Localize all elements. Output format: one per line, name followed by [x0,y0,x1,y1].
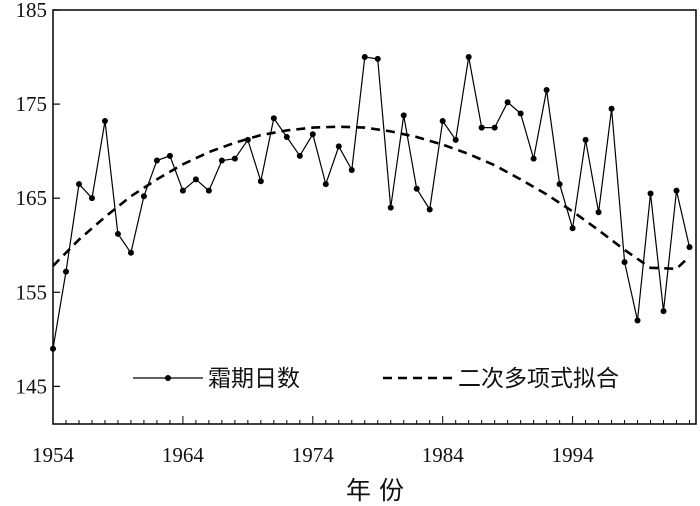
data-point [465,54,472,61]
legend-label-observed: 霜期日数 [208,366,300,392]
data-point [283,134,290,141]
data-point [582,136,589,143]
legend: 霜期日数 二次多项式拟合 [133,366,619,392]
data-point [491,124,498,131]
x-tick-label: 1984 [422,443,465,467]
data-point [257,178,264,185]
data-point [244,136,251,143]
series-line-fit [52,125,691,271]
data-point [348,166,355,173]
data-point [686,244,693,251]
data-point [179,187,186,194]
data-point [452,136,459,143]
data-point [192,176,199,183]
data-point [621,259,628,266]
x-tick-label: 1964 [162,443,205,467]
x-axis: 1954 1964 1974 1984 1994 [32,416,691,467]
series-line-observed [52,56,691,349]
plot-frame [52,9,697,425]
data-point [413,185,420,192]
x-tick-label: 1974 [292,443,335,467]
data-point [439,118,446,125]
data-point [361,54,368,61]
data-point [543,86,550,93]
data-point [218,157,225,164]
data-point [660,308,667,315]
data-point [270,115,277,122]
data-point [387,204,394,211]
y-tick-label: 145 [16,374,48,398]
data-point [153,157,160,164]
data-point [504,99,511,106]
y-tick-label: 175 [16,92,48,116]
y-tick-label: 185 [16,0,48,22]
data-point [231,155,238,162]
data-point [296,152,303,159]
data-point [556,181,563,188]
data-point [517,110,524,117]
data-point [75,181,82,188]
data-point [101,118,108,125]
data-point [335,143,342,150]
x-axis-title: 年 份 [346,476,404,505]
data-point [166,152,173,159]
data-point [309,131,316,138]
data-point [50,345,56,352]
data-point [595,209,602,216]
x-tick-label: 1994 [552,443,595,467]
legend-label-fit: 二次多项式拟合 [458,366,619,392]
data-point [400,112,407,119]
data-point [88,195,95,202]
data-point [205,187,212,194]
data-point [426,206,433,213]
data-point [673,187,680,194]
data-point [634,317,641,324]
x-tick-label: 1954 [32,443,75,467]
legend-marker-observed [165,375,171,381]
data-point [478,124,485,131]
y-tick-label: 155 [16,280,48,304]
data-point [62,268,69,275]
y-tick-label: 165 [16,186,48,210]
series-layer [50,54,693,352]
data-point [322,181,329,188]
data-point [374,55,381,62]
data-point [114,230,121,237]
data-point [647,190,654,197]
data-point [608,105,615,112]
data-point [140,193,147,200]
data-point [127,249,134,256]
data-point [569,225,576,232]
data-point [530,155,537,162]
y-axis: 145 155 165 175 185 [16,0,60,398]
